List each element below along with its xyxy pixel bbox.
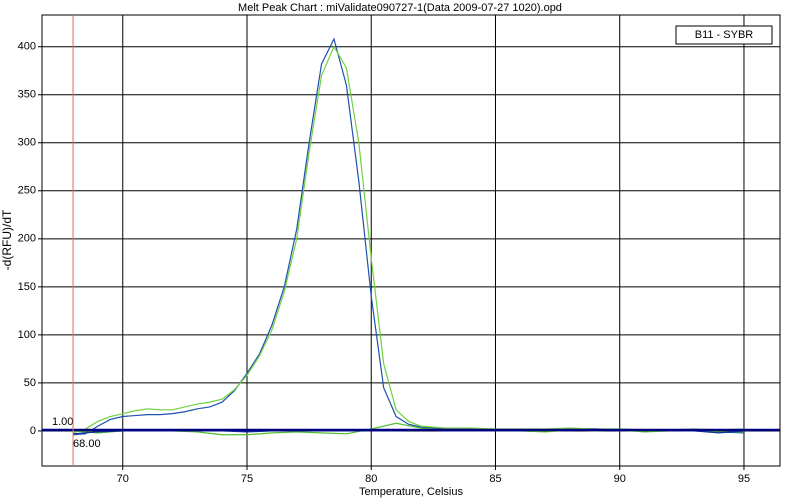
x-tick-label: 85 — [489, 473, 501, 485]
x-tick-label: 80 — [365, 473, 377, 485]
x-tick-label: 70 — [117, 473, 129, 485]
legend-label: B11 - SYBR — [695, 29, 754, 41]
y-tick-label: 50 — [24, 377, 36, 389]
y-tick-label: 300 — [18, 137, 36, 149]
threshold-label: 1.00 — [52, 416, 73, 428]
y-tick-label: 0 — [30, 425, 36, 437]
y-tick-label: 400 — [18, 41, 36, 53]
y-tick-label: 200 — [18, 233, 36, 245]
x-tick-label: 95 — [738, 473, 750, 485]
plot-area — [41, 14, 781, 467]
y-tick-label: 150 — [18, 281, 36, 293]
y-tick-label: 350 — [18, 89, 36, 101]
y-tick-label: 100 — [18, 329, 36, 341]
y-tick-label: 250 — [18, 185, 36, 197]
x-axis-label: Temperature, Celsius — [359, 486, 463, 498]
x-tick-label: 75 — [241, 473, 253, 485]
legend-box — [675, 25, 773, 45]
y-axis-label: -d(RFU)/dT — [0, 209, 14, 270]
cutoff-label: 68.00 — [73, 438, 101, 450]
series-line — [72, 45, 744, 434]
x-tick-label: 90 — [614, 473, 626, 485]
chart-title: Melt Peak Chart : miValidate090727-1(Dat… — [238, 2, 562, 14]
